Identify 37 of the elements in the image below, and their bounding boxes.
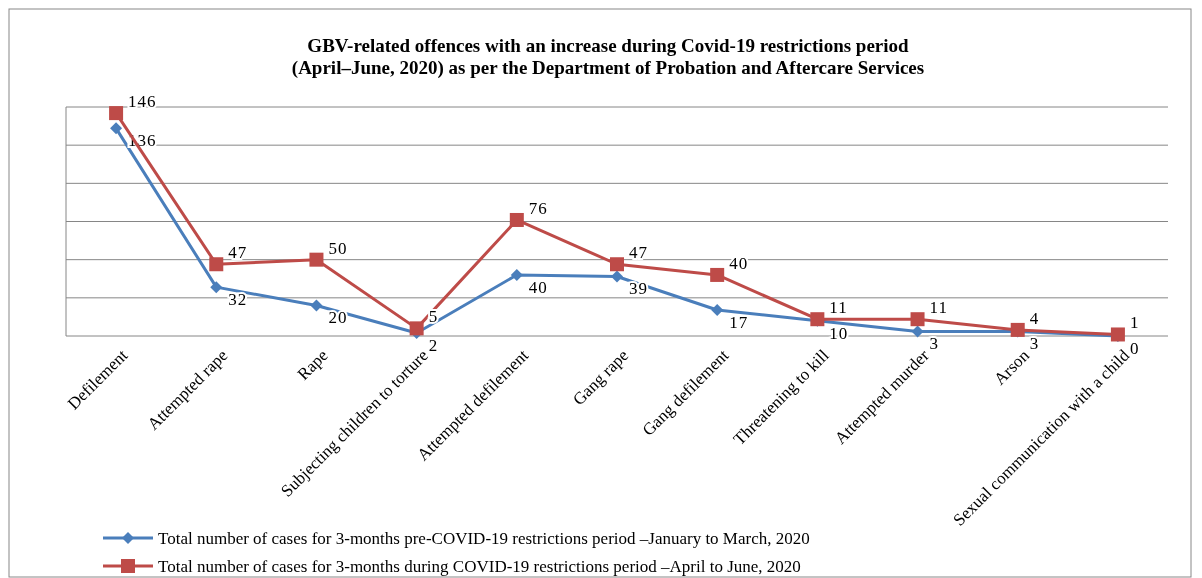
point [309,252,324,267]
point [611,270,623,283]
data-label: 4 [1029,308,1040,328]
data-label: 11 [929,298,948,318]
data-label: 47 [629,243,648,263]
point [210,281,223,294]
point [510,268,523,281]
point [109,106,124,121]
point [509,212,524,227]
data-label: 2 [428,335,439,355]
data-label: 3 [929,334,940,354]
data-label: 40 [528,277,548,297]
point [711,304,724,317]
data-label: 17 [729,313,749,333]
data-label: 76 [528,198,548,218]
data-label: 50 [328,238,348,258]
data-label: 10 [829,323,849,343]
point [310,299,323,312]
data-label: 0 [1129,339,1140,358]
data-label: 146 [128,92,157,112]
point [209,257,224,272]
point [710,267,725,282]
data-label: 39 [629,279,648,299]
legend-label: Total number of cases for 3-months during COVID-19 restrictions period –April to June, 2020 [158,557,801,576]
data-label: 3 [1029,334,1040,354]
point [409,321,424,336]
point [910,312,925,327]
data-label: 20 [328,308,348,328]
data-label: 11 [829,298,848,318]
point [610,257,624,272]
data-label: 40 [729,253,749,273]
data-label: 47 [228,243,248,263]
chart-title: GBV-related offences with an increase during Covid-19 restrictions period (April–June, 2020) as per the Department of Probation and Aftercare Services [291,35,925,79]
data-label: 32 [228,290,248,310]
point [110,122,123,135]
legend-label: Total number of cases for 3-months pre-COVID-19 restrictions period –January to March, 2020 [158,529,810,548]
data-label: 1 [1129,313,1140,333]
